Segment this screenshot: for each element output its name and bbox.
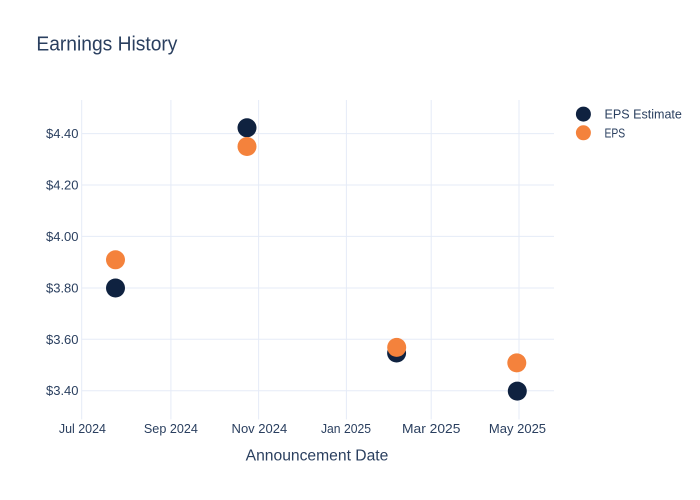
svg-text:EPS Estimate: EPS Estimate — [605, 107, 682, 122]
svg-text:$4.20: $4.20 — [46, 178, 79, 193]
svg-text:Nov 2024: Nov 2024 — [232, 421, 288, 436]
svg-text:$4.40: $4.40 — [46, 126, 79, 141]
svg-text:Earnings History: Earnings History — [36, 33, 177, 55]
svg-text:Sep 2024: Sep 2024 — [144, 421, 198, 436]
svg-text:$4.00: $4.00 — [46, 229, 79, 244]
svg-text:Mar 2025: Mar 2025 — [402, 421, 460, 436]
svg-text:$3.60: $3.60 — [46, 332, 79, 347]
svg-text:$3.40: $3.40 — [46, 383, 79, 398]
svg-text:$3.80: $3.80 — [46, 281, 79, 296]
svg-text:Jan 2025: Jan 2025 — [321, 421, 371, 436]
svg-text:EPS: EPS — [605, 125, 626, 140]
svg-text:Announcement Date: Announcement Date — [246, 448, 389, 465]
svg-text:May 2025: May 2025 — [489, 421, 546, 436]
svg-text:Jul 2024: Jul 2024 — [59, 421, 106, 436]
